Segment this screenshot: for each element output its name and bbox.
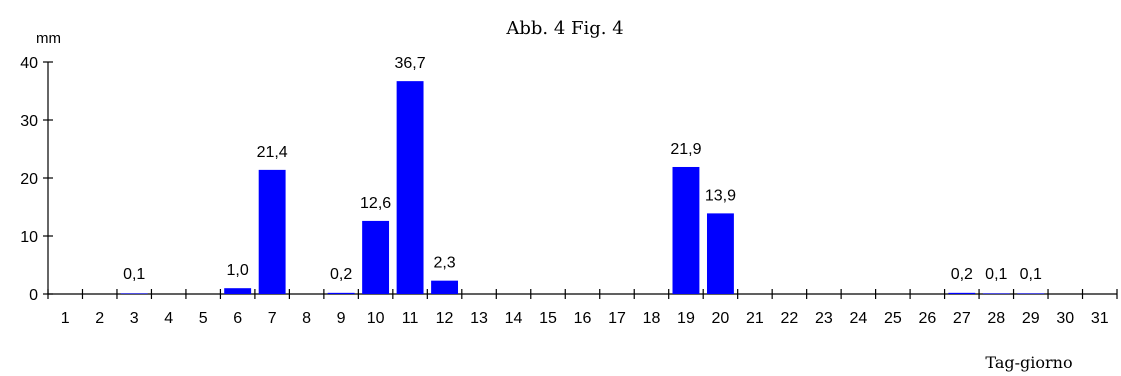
- bar-day-19: [672, 166, 700, 294]
- x-tick-label: 7: [268, 310, 277, 327]
- x-tick-label: 8: [302, 310, 311, 327]
- data-labels: 0,1 1,0 21,4 0,2 12,6 36,7 2,3 21,9 13,9 0,2 0,1 0,…: [123, 55, 1042, 283]
- x-tick-label: 27: [953, 310, 971, 327]
- x-tick-label: 15: [539, 310, 557, 327]
- y-tick-label: 20: [20, 171, 38, 188]
- y-axis-ticks: 0 10 20 30 40: [20, 55, 53, 304]
- data-label-day-20: 13,9: [705, 187, 736, 204]
- x-tick-label: 25: [884, 310, 902, 327]
- data-label-day-29: 0,1: [1020, 266, 1042, 283]
- x-tick-label: 2: [95, 310, 104, 327]
- bar-day-11: [396, 81, 424, 294]
- data-label-day-10: 12,6: [360, 195, 391, 212]
- bar-day-6: [224, 288, 252, 294]
- y-tick-label: 30: [20, 113, 38, 130]
- x-tick-label: 19: [677, 310, 695, 327]
- bars: [120, 81, 1045, 294]
- x-tick-label: 18: [643, 310, 661, 327]
- x-tick-label: 26: [918, 310, 936, 327]
- bar-day-12: [431, 280, 459, 294]
- bar-day-20: [706, 213, 734, 294]
- x-tick-label: 28: [987, 310, 1005, 327]
- y-tick-label: 0: [29, 287, 38, 304]
- y-axis-unit-label: mm: [36, 30, 61, 47]
- x-tick-label: 1: [61, 310, 70, 327]
- data-label-day-19: 21,9: [670, 141, 701, 158]
- x-tick-label: 23: [815, 310, 833, 327]
- chart-title: Abb. 4 Fig. 4: [505, 18, 623, 39]
- x-tick-label: 31: [1091, 310, 1109, 327]
- x-tick-label: 16: [574, 310, 592, 327]
- bar-day-29: [1017, 293, 1045, 294]
- y-tick-label: 40: [20, 55, 38, 72]
- x-tick-label: 30: [1056, 310, 1074, 327]
- x-tick-label: 13: [470, 310, 488, 327]
- y-tick-label: 10: [20, 229, 38, 246]
- data-label-day-27: 0,2: [951, 266, 973, 283]
- bar-day-27: [948, 292, 976, 294]
- x-tick-label: 24: [849, 310, 867, 327]
- data-label-day-12: 2,3: [433, 255, 455, 272]
- x-tick-label: 3: [130, 310, 139, 327]
- x-tick-label: 14: [505, 310, 523, 327]
- x-tick-label: 4: [164, 310, 173, 327]
- bar-day-7: [258, 169, 286, 294]
- x-axis-label: Tag-giorno: [985, 353, 1072, 372]
- data-label-day-28: 0,1: [985, 266, 1007, 283]
- bar-day-3: [120, 293, 148, 294]
- x-tick-label: 12: [436, 310, 454, 327]
- x-tick-label: 22: [781, 310, 799, 327]
- x-tick-label: 29: [1022, 310, 1040, 327]
- x-axis-ticks: 1 2 3 4 5 6 7 8 9 10 11 12 13 14 15 16 17 18 19 20 21 22 23 24 2…: [47, 289, 1118, 327]
- x-tick-label: 10: [367, 310, 385, 327]
- x-tick-label: 20: [712, 310, 730, 327]
- data-label-day-3: 0,1: [123, 266, 145, 283]
- bar-day-28: [982, 293, 1010, 294]
- x-tick-label: 5: [199, 310, 208, 327]
- data-label-day-6: 1,0: [227, 262, 249, 279]
- x-tick-label: 21: [746, 310, 764, 327]
- x-tick-label: 11: [402, 310, 419, 327]
- data-label-day-9: 0,2: [330, 266, 352, 283]
- x-tick-label: 17: [608, 310, 626, 327]
- data-label-day-11: 36,7: [395, 55, 426, 72]
- x-tick-label: 9: [337, 310, 346, 327]
- data-label-day-7: 21,4: [257, 144, 288, 161]
- x-tick-label: 6: [233, 310, 242, 327]
- bar-day-9: [327, 292, 355, 294]
- bar-day-10: [362, 220, 390, 294]
